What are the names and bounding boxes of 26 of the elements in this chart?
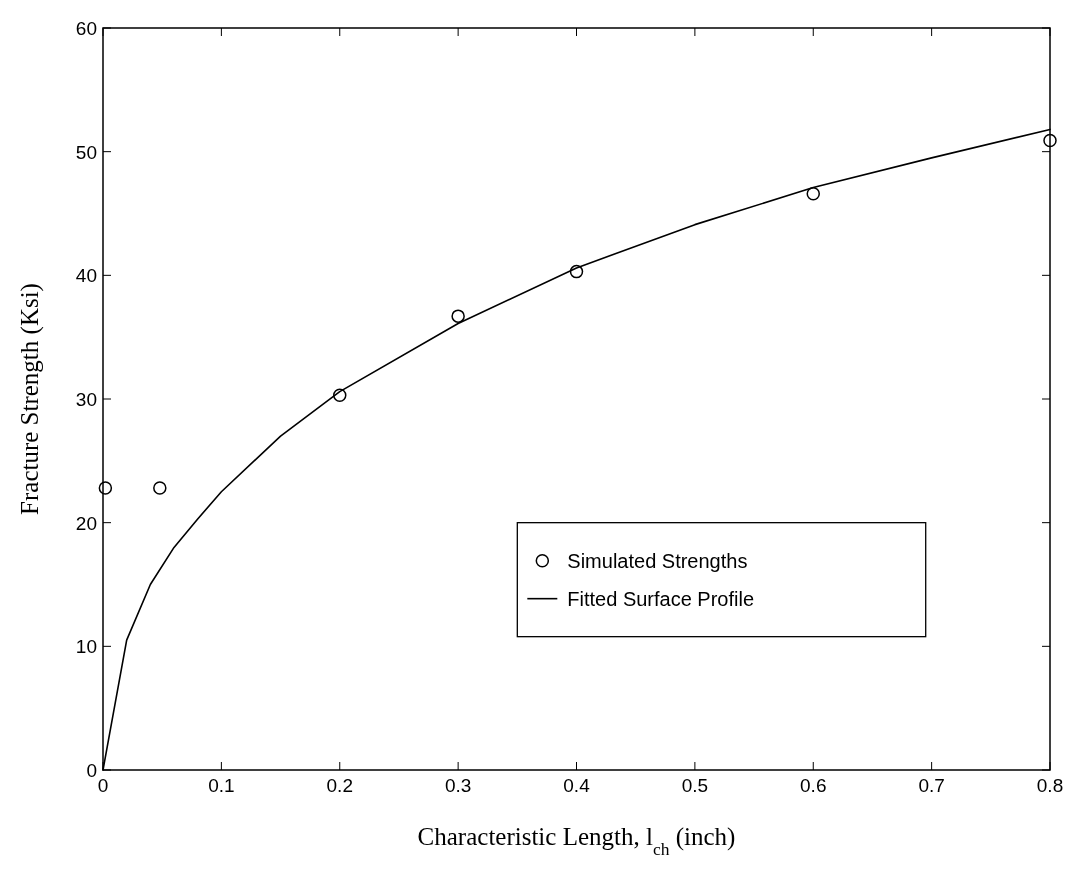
x-tick-label: 0.6 <box>800 775 827 796</box>
y-tick-label: 20 <box>75 512 97 534</box>
point <box>806 186 820 201</box>
x-axis-title: Characteristic Length, l$_{ch}$ (inch) <box>417 823 736 859</box>
point <box>451 309 465 323</box>
y-tick-label: 10 <box>75 636 97 658</box>
point <box>333 388 347 403</box>
x-tick-label: 0.8 <box>1036 775 1064 796</box>
point <box>153 481 167 495</box>
y-tick-label: 40 <box>75 265 97 287</box>
legend-label: Fitted Surface Profile <box>567 587 755 610</box>
legend-label: Simulated Strengths <box>567 549 748 572</box>
y-tick-label: 50 <box>75 141 97 163</box>
y-axis-title: Fracture Strength (Ksi) <box>16 283 44 515</box>
x-tick-label: 0.1 <box>208 775 235 796</box>
y-tick-label: 30 <box>75 389 97 410</box>
x-tick-label: 0.5 <box>681 775 709 796</box>
x-tick-label: 0.3 <box>444 775 472 796</box>
point <box>1043 133 1057 148</box>
x-tick-label: 0.4 <box>563 775 591 796</box>
x-tick-label: 0.2 <box>326 775 353 796</box>
x-tick-label: 0.7 <box>918 775 945 796</box>
y-tick-label: 60 <box>75 18 97 39</box>
point <box>98 481 113 495</box>
y-tick-label: 0 <box>86 760 97 781</box>
point <box>569 264 584 279</box>
